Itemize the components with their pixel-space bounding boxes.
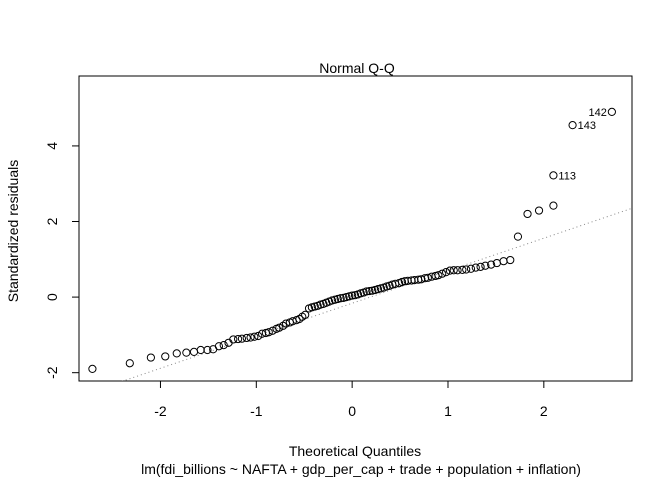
data-point	[146, 353, 155, 362]
y-axis: -2 0 2 4	[44, 142, 80, 379]
data-point	[607, 107, 616, 117]
data-point	[438, 269, 447, 278]
data-point	[219, 340, 228, 350]
data-point	[88, 364, 97, 374]
data-point	[481, 261, 490, 270]
data-point	[125, 359, 134, 368]
data-point	[434, 271, 443, 280]
data-point	[506, 255, 515, 265]
data-point	[513, 232, 523, 241]
data-point	[161, 352, 170, 361]
x-tick-label: 0	[348, 403, 356, 419]
data-point	[268, 326, 277, 335]
data-point	[549, 171, 558, 180]
point-label: 142	[589, 107, 607, 119]
data-point	[250, 332, 259, 341]
data-point	[423, 273, 432, 282]
data-point	[568, 121, 577, 130]
data-point	[362, 287, 371, 296]
data-point	[203, 345, 212, 355]
data-point	[233, 334, 243, 344]
data-point	[462, 265, 471, 274]
data-point	[214, 342, 224, 351]
data-point	[365, 286, 374, 296]
data-point	[264, 328, 273, 337]
reference-line-layer	[121, 207, 632, 381]
y-tick-label: 4	[44, 142, 60, 150]
data-point	[449, 266, 458, 275]
y-tick-label: 0	[44, 293, 60, 301]
data-point	[476, 262, 485, 271]
point-label: 113	[558, 170, 576, 182]
plot-frame	[78, 75, 633, 382]
data-point	[453, 266, 462, 275]
data-point	[499, 257, 508, 266]
data-point	[441, 268, 451, 277]
y-axis-label: Standardized residuals	[5, 160, 21, 302]
data-point	[295, 314, 304, 324]
x-tick-label: 1	[444, 403, 452, 419]
data-point	[182, 348, 191, 357]
x-axis: -2 -1 0 1 2	[154, 380, 548, 419]
data-point	[471, 263, 480, 272]
data-point	[172, 349, 181, 358]
x-axis-label: Theoretical Quantiles	[289, 443, 421, 459]
data-point	[237, 334, 247, 343]
chart-subtitle: lm(fdi_billions ~ NAFTA + gdp_per_cap + …	[141, 461, 581, 477]
data-point	[246, 333, 255, 342]
data-point	[196, 345, 205, 355]
qq-reference-line	[121, 207, 632, 381]
x-tick-label: 2	[540, 403, 548, 419]
x-tick-label: -2	[154, 403, 167, 419]
points-layer	[88, 107, 616, 374]
data-point	[348, 291, 357, 300]
data-point	[466, 264, 476, 273]
chart-title: Normal Q-Q	[319, 60, 395, 76]
data-point	[279, 321, 288, 330]
y-tick-label: 2	[44, 217, 60, 225]
data-point	[458, 265, 467, 274]
data-point	[229, 335, 238, 344]
point-label: 143	[578, 120, 596, 132]
y-tick-label: -2	[44, 366, 60, 379]
data-point	[549, 201, 558, 210]
data-point	[336, 294, 345, 303]
x-tick-label: -1	[250, 403, 263, 419]
data-point	[242, 333, 251, 343]
data-point	[301, 310, 310, 319]
data-point	[534, 206, 544, 215]
data-point	[523, 209, 532, 219]
data-point	[487, 260, 496, 269]
data-point	[275, 323, 284, 332]
data-point	[189, 347, 199, 356]
